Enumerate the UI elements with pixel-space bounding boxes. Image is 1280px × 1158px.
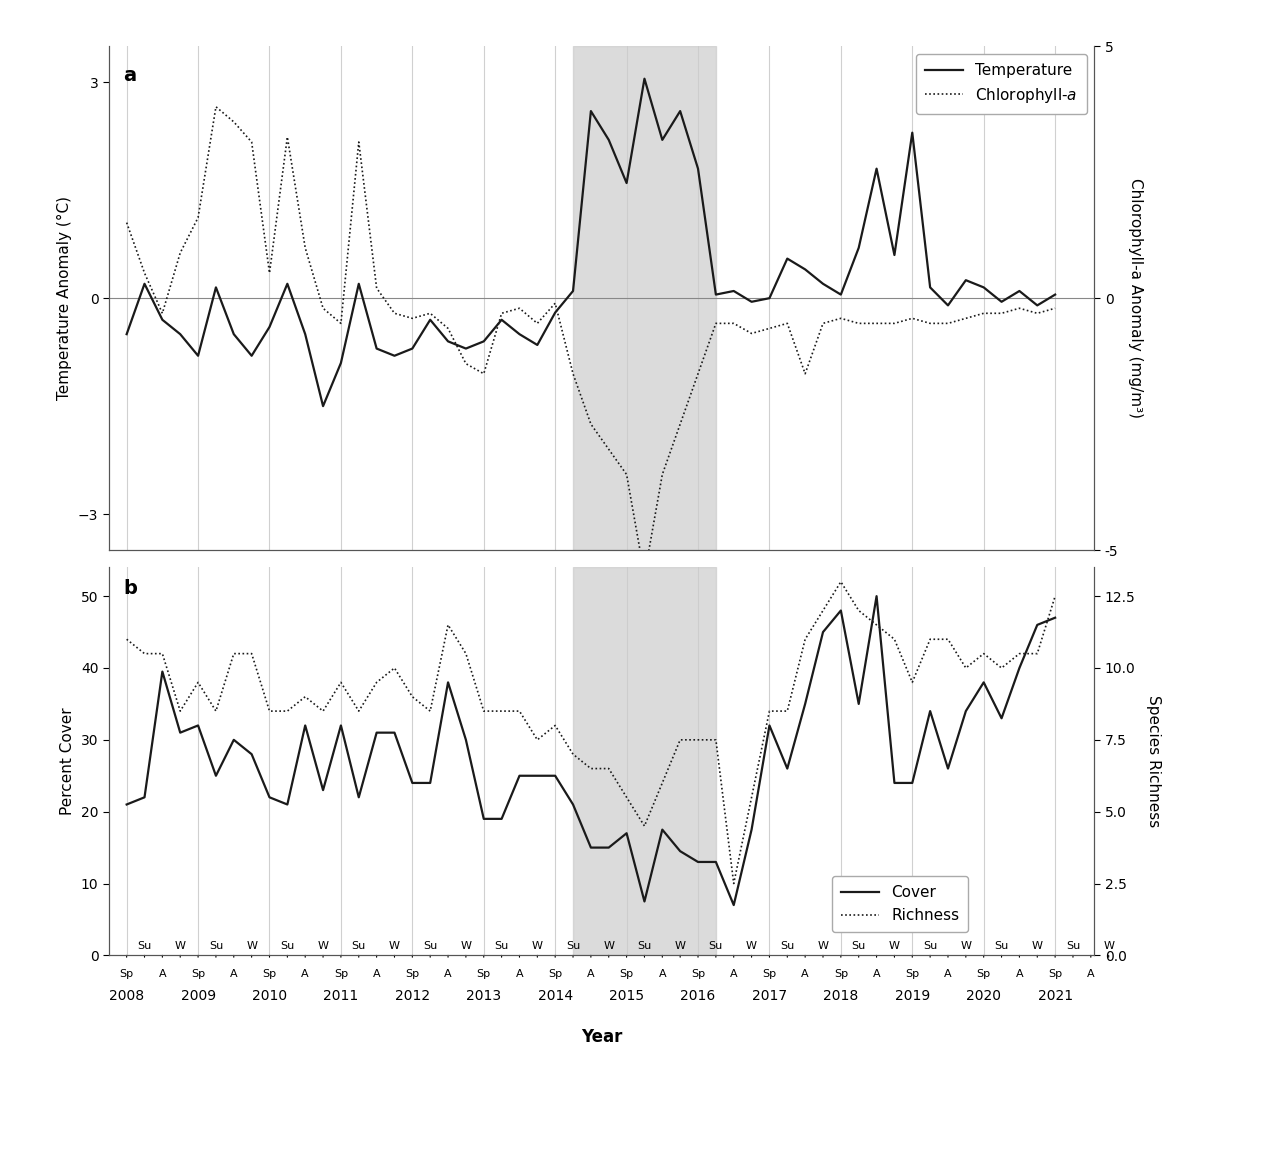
Text: W: W — [246, 941, 257, 951]
Text: 2013: 2013 — [466, 989, 502, 1003]
Text: 2010: 2010 — [252, 989, 287, 1003]
Text: W: W — [1032, 941, 1043, 951]
Text: 2014: 2014 — [538, 989, 572, 1003]
Legend: Temperature, Chlorophyll-$a$: Temperature, Chlorophyll-$a$ — [915, 54, 1087, 113]
Text: W: W — [175, 941, 186, 951]
Text: Su: Su — [566, 941, 580, 951]
Bar — [573, 46, 716, 550]
Text: Su: Su — [709, 941, 723, 951]
Y-axis label: Species Richness: Species Richness — [1146, 695, 1161, 828]
Text: W: W — [461, 941, 471, 951]
Legend: Cover, Richness: Cover, Richness — [832, 877, 969, 932]
Text: 2017: 2017 — [751, 989, 787, 1003]
Text: W: W — [603, 941, 614, 951]
Text: 2016: 2016 — [681, 989, 716, 1003]
Text: Su: Su — [209, 941, 223, 951]
Text: A: A — [159, 969, 166, 980]
Text: 2008: 2008 — [109, 989, 145, 1003]
Text: Sp: Sp — [191, 969, 205, 980]
Bar — [573, 567, 716, 955]
Text: W: W — [888, 941, 900, 951]
Y-axis label: Chlorophyll-a Anomaly (mg/m³): Chlorophyll-a Anomaly (mg/m³) — [1129, 178, 1143, 418]
Text: Su: Su — [280, 941, 294, 951]
Text: A: A — [588, 969, 595, 980]
Text: 2012: 2012 — [394, 989, 430, 1003]
Text: A: A — [516, 969, 524, 980]
Text: A: A — [444, 969, 452, 980]
Text: Year: Year — [581, 1027, 622, 1046]
Text: W: W — [1103, 941, 1114, 951]
Y-axis label: Percent Cover: Percent Cover — [60, 708, 76, 815]
Text: Su: Su — [923, 941, 937, 951]
Text: Su: Su — [494, 941, 508, 951]
Text: A: A — [1087, 969, 1094, 980]
Text: 2018: 2018 — [823, 989, 859, 1003]
Text: W: W — [818, 941, 828, 951]
Text: W: W — [531, 941, 543, 951]
Text: W: W — [317, 941, 329, 951]
Text: 2011: 2011 — [324, 989, 358, 1003]
Text: A: A — [230, 969, 238, 980]
Text: W: W — [389, 941, 399, 951]
Text: Sp: Sp — [763, 969, 777, 980]
Text: W: W — [746, 941, 756, 951]
Text: Su: Su — [137, 941, 151, 951]
Text: A: A — [658, 969, 666, 980]
Text: a: a — [124, 66, 137, 86]
Text: A: A — [873, 969, 881, 980]
Text: Sp: Sp — [406, 969, 420, 980]
Text: 2015: 2015 — [609, 989, 644, 1003]
Text: Sp: Sp — [977, 969, 991, 980]
Text: 2021: 2021 — [1038, 989, 1073, 1003]
Text: A: A — [1015, 969, 1023, 980]
Text: A: A — [730, 969, 737, 980]
Text: 2009: 2009 — [180, 989, 215, 1003]
Text: Sp: Sp — [476, 969, 490, 980]
Text: A: A — [801, 969, 809, 980]
Text: Su: Su — [781, 941, 795, 951]
Text: Sp: Sp — [1048, 969, 1062, 980]
Text: A: A — [301, 969, 308, 980]
Text: Sp: Sp — [833, 969, 847, 980]
Y-axis label: Temperature Anomaly (°C): Temperature Anomaly (°C) — [58, 196, 73, 401]
Text: A: A — [372, 969, 380, 980]
Text: b: b — [124, 579, 137, 598]
Text: Sp: Sp — [905, 969, 919, 980]
Text: Sp: Sp — [334, 969, 348, 980]
Text: 2020: 2020 — [966, 989, 1001, 1003]
Text: Su: Su — [995, 941, 1009, 951]
Text: Su: Su — [352, 941, 366, 951]
Text: Su: Su — [1066, 941, 1080, 951]
Text: W: W — [675, 941, 686, 951]
Text: Sp: Sp — [262, 969, 276, 980]
Text: Sp: Sp — [119, 969, 133, 980]
Text: Su: Su — [424, 941, 438, 951]
Text: Su: Su — [637, 941, 652, 951]
Text: 2019: 2019 — [895, 989, 929, 1003]
Text: Sp: Sp — [548, 969, 562, 980]
Text: A: A — [945, 969, 952, 980]
Text: W: W — [960, 941, 972, 951]
Text: Sp: Sp — [620, 969, 634, 980]
Text: Su: Su — [851, 941, 865, 951]
Text: Sp: Sp — [691, 969, 705, 980]
